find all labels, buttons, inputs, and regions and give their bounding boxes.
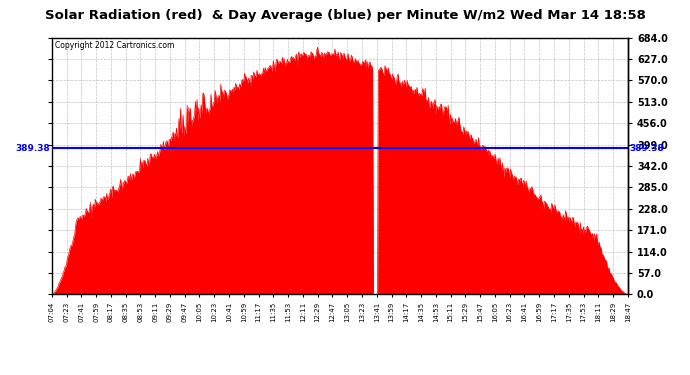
Text: 389.38: 389.38	[629, 144, 664, 153]
Text: Solar Radiation (red)  & Day Average (blue) per Minute W/m2 Wed Mar 14 18:58: Solar Radiation (red) & Day Average (blu…	[45, 9, 645, 22]
Text: 389.38: 389.38	[16, 144, 50, 153]
Text: Copyright 2012 Cartronics.com: Copyright 2012 Cartronics.com	[55, 41, 174, 50]
